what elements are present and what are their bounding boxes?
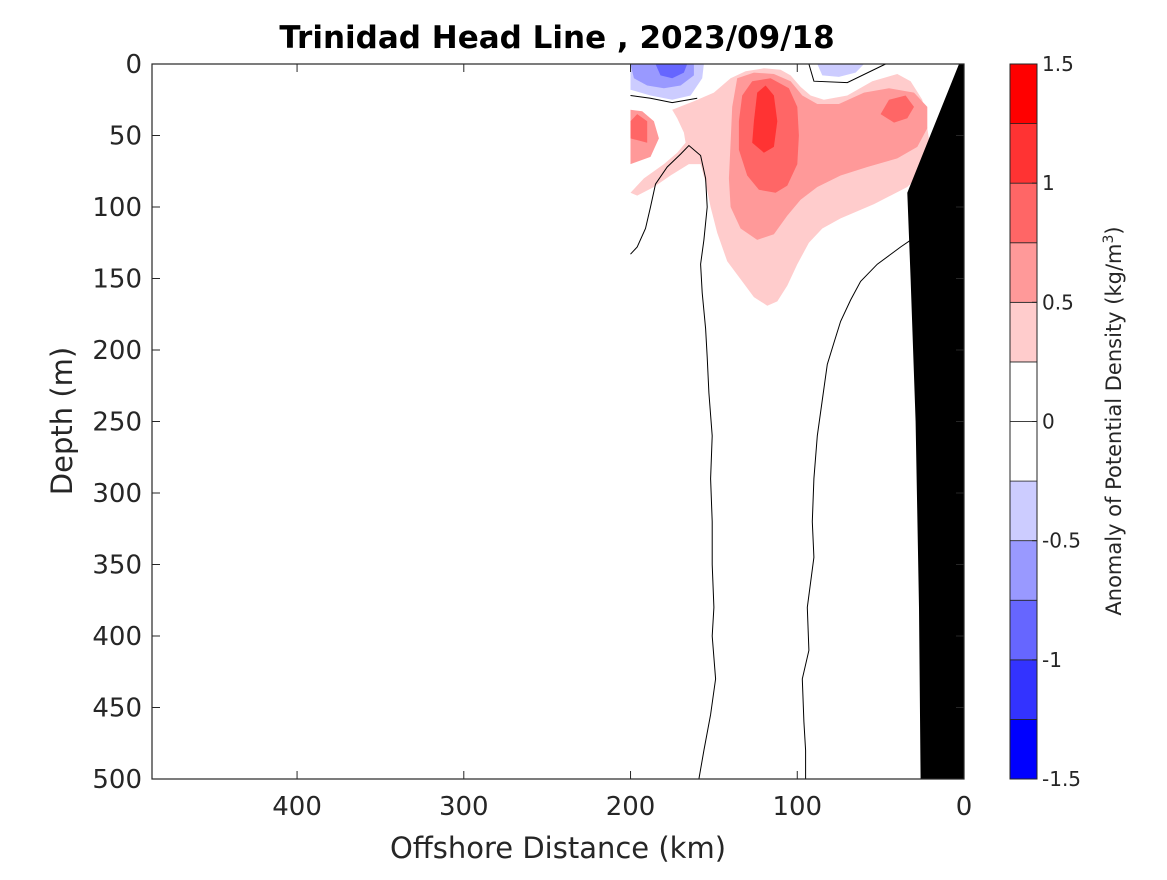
- seafloor-layer: [907, 64, 964, 779]
- x-tick-label: 200: [606, 792, 656, 822]
- colorbar-tick-label: -1.5: [1042, 767, 1081, 791]
- colorbar-swatch: [1009, 540, 1038, 601]
- y-tick-label: 0: [125, 50, 142, 80]
- colorbar-label-close: ): [1102, 226, 1126, 234]
- anomaly-region-5: [880, 95, 914, 123]
- y-tick-label: 250: [92, 408, 142, 438]
- colorbar-swatch: [1009, 63, 1038, 124]
- anomaly-region-8: [817, 64, 864, 77]
- x-tick-label: 300: [439, 792, 489, 822]
- y-tick-label: 350: [92, 551, 142, 581]
- colorbar-swatch: [1009, 182, 1038, 244]
- colorbar-swatch: [1009, 719, 1038, 780]
- x-tick-label: 0: [956, 792, 973, 822]
- zero-contour-line-2: [630, 95, 698, 104]
- zero-contour-line-3: [808, 63, 886, 84]
- anomaly-region-10: [655, 64, 688, 79]
- colorbar-swatch: [1009, 123, 1038, 184]
- y-tick-label: 100: [92, 193, 142, 223]
- seafloor-bathymetry: [907, 64, 964, 779]
- colorbar-label-superscript: 3: [1101, 235, 1117, 244]
- zero-contour-line-1: [801, 223, 932, 779]
- x-axis-label: Offshore Distance (km): [390, 831, 726, 865]
- colorbar-swatch: [1009, 599, 1038, 661]
- colorbar: 1.5 1 0.5 0 -0.5 -1 -1.5 Anomaly of Potential …: [1009, 52, 1126, 791]
- zero-contour-line-0: [630, 144, 717, 780]
- anomaly-region-3: [630, 114, 648, 143]
- y-tick-label: 150: [92, 265, 142, 295]
- anomaly-region-6: [752, 85, 778, 153]
- y-axis-label: Depth (m): [45, 347, 79, 495]
- colorbar-tick-label: 1.5: [1042, 52, 1074, 76]
- x-tick-label: 100: [772, 792, 822, 822]
- y-tick-label: 500: [92, 765, 142, 795]
- y-tick-label: 300: [92, 479, 142, 509]
- y-tick-label: 400: [92, 622, 142, 652]
- colorbar-swatch: [1009, 242, 1038, 303]
- colorbar-swatch: [1009, 480, 1038, 542]
- colorbar-swatch: [1009, 659, 1038, 720]
- colorbar-swatch: [1009, 421, 1038, 482]
- contour-fill-layer: [630, 64, 931, 306]
- y-tick-label: 50: [109, 122, 142, 152]
- zero-contour-layer: [630, 63, 932, 780]
- y-axis: 0 50 100 150 200 250 300 350 400 450 500: [92, 50, 964, 795]
- colorbar-swatch: [1009, 361, 1038, 422]
- colorbar-label: Anomaly of Potential Density (kg/m3): [1101, 226, 1126, 615]
- x-tick-label: 400: [272, 792, 322, 822]
- colorbar-tick-label: -1: [1042, 648, 1062, 672]
- y-tick-label: 200: [92, 336, 142, 366]
- colorbar-label-text: Anomaly of Potential Density (kg/m: [1102, 244, 1126, 616]
- plot-area: [151, 63, 965, 780]
- chart-title: Trinidad Head Line , 2023/09/18: [279, 20, 834, 56]
- x-axis: 400 300 200 100 0: [272, 64, 972, 822]
- colorbar-tick-label: 0.5: [1042, 290, 1074, 314]
- colorbar-tick-label: -0.5: [1042, 529, 1081, 553]
- colorbar-swatch: [1009, 301, 1038, 363]
- colorbar-ticks: 1.5 1 0.5 0 -0.5 -1 -1.5: [1032, 52, 1081, 791]
- colorbar-tick-label: 0: [1042, 410, 1055, 434]
- y-tick-label: 450: [92, 694, 142, 724]
- colorbar-tick-label: 1: [1042, 171, 1055, 195]
